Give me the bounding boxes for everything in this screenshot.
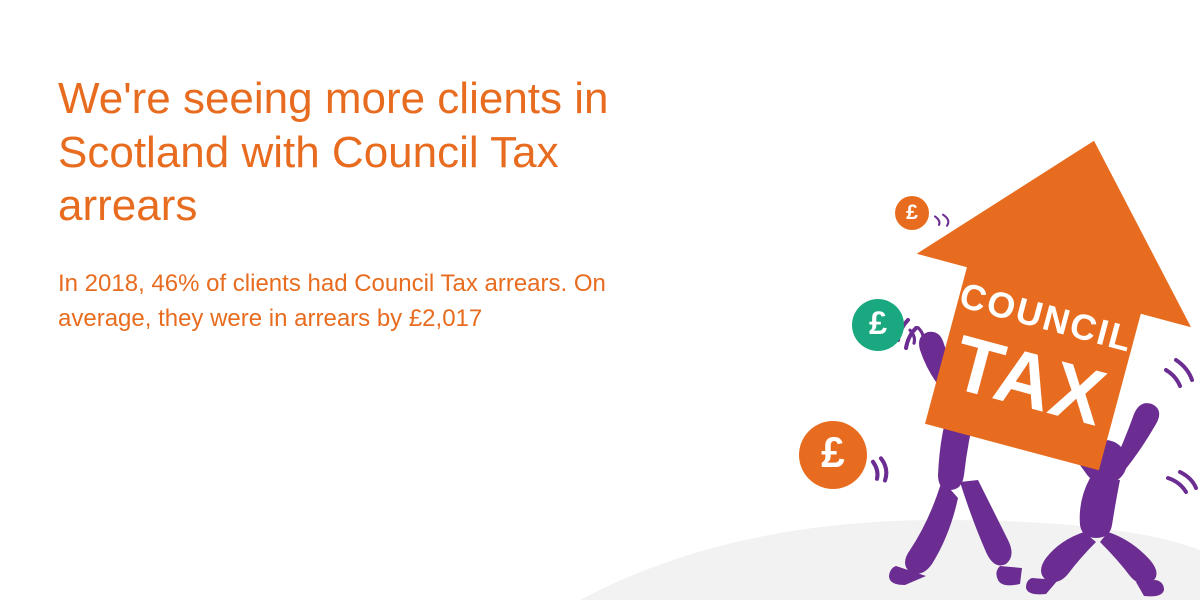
svg-text:£: £	[869, 305, 887, 341]
svg-text:£: £	[906, 200, 918, 224]
headline: We're seeing more clients in Scotland wi…	[58, 72, 618, 233]
pound-coin-icon: £	[852, 299, 923, 351]
text-block: We're seeing more clients in Scotland wi…	[58, 72, 618, 337]
infographic-illustration: COUNCIL TAX £££	[580, 80, 1200, 600]
subtext: In 2018, 46% of clients had Council Tax …	[58, 267, 618, 337]
svg-text:£: £	[821, 430, 845, 477]
pound-coin-icon: £	[799, 421, 886, 489]
pound-coin-icon: £	[895, 196, 948, 230]
